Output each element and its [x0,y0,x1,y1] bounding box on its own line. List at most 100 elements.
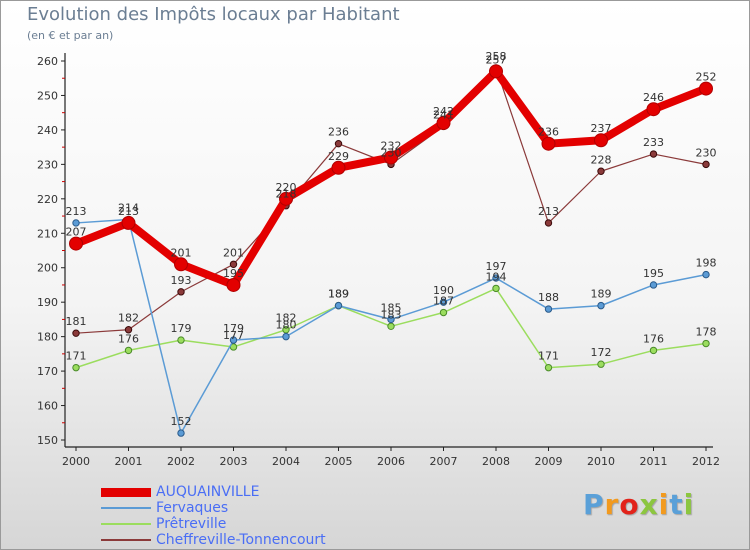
data-label-pr-treville: 172 [591,346,612,359]
legend-swatch-auquainville [101,487,151,497]
data-label-auquainville: 220 [276,181,297,194]
data-point-fervaques [282,332,290,341]
data-label-auquainville: 246 [643,91,664,104]
data-label-cheffreville-tonnencourt: 228 [591,153,612,166]
logo-letter: i [683,488,695,521]
data-point-cheffreville-tonnencourt [334,139,343,148]
data-label-pr-treville: 194 [486,270,507,283]
data-label-pr-treville: 179 [171,322,192,335]
data-label-pr-treville: 182 [276,312,297,325]
data-label-fervaques: 213 [66,205,87,218]
data-label-cheffreville-tonnencourt: 230 [696,146,717,159]
x-tick-label: 2006 [377,455,405,468]
data-point-auquainville [646,102,661,117]
data-label-cheffreville-tonnencourt: 241 [433,108,454,121]
x-tick-label: 2002 [167,455,195,468]
data-point-fervaques [72,219,80,227]
data-label-auquainville: 242 [433,105,454,118]
data-label-fervaques: 179 [223,322,244,335]
data-point-fervaques [439,298,448,306]
data-point-pr-treville [597,360,605,368]
y-tick-label: 250 [37,89,58,102]
logo-letter: i [658,488,670,521]
data-point-auquainville [121,215,136,230]
data-point-cheffreville-tonnencourt [229,260,238,268]
data-label-pr-treville: 176 [643,332,664,345]
data-label-fervaques: 185 [381,301,402,314]
y-tick-label: 210 [37,227,58,240]
legend-label-cheffreville-tonnencourt: Cheffreville-Tonnencourt [156,532,326,548]
data-point-auquainville [594,133,608,148]
data-point-cheffreville-tonnencourt [649,150,658,158]
y-tick-label: 190 [37,296,58,309]
data-point-pr-treville [544,363,553,372]
legend-label-auquainville: AUQUAINVILLE [156,484,260,500]
data-point-cheffreville-tonnencourt [177,288,185,296]
data-point-pr-treville [177,336,185,344]
proxiti-logo: Proxiti [583,488,694,521]
data-label-pr-treville: 176 [118,332,139,345]
data-point-fervaques [597,301,605,310]
data-point-pr-treville [387,322,395,330]
data-point-cheffreville-tonnencourt [124,326,133,334]
data-point-fervaques [544,305,553,313]
data-point-auquainville [699,81,713,96]
data-label-auquainville: 195 [223,267,244,280]
data-label-pr-treville: 177 [223,329,244,342]
data-label-cheffreville-tonnencourt: 181 [66,315,87,328]
x-tick-label: 2010 [587,455,615,468]
data-label-pr-treville: 187 [433,295,454,308]
data-point-auquainville [226,277,241,292]
y-tick-label: 230 [37,158,58,171]
data-label-pr-treville: 171 [538,350,559,363]
data-point-pr-treville [702,339,710,348]
x-tick-label: 2012 [692,455,720,468]
data-point-cheffreville-tonnencourt [702,160,710,169]
x-tick-label: 2001 [115,455,143,468]
data-point-auquainville [436,116,451,131]
data-point-auquainville [174,257,188,272]
data-point-auquainville [489,64,503,79]
x-tick-label: 2008 [482,455,510,468]
x-tick-label: 2000 [62,455,90,468]
x-tick-label: 2011 [640,455,668,468]
data-label-fervaques: 189 [591,288,612,301]
data-label-fervaques: 197 [486,260,507,273]
logo-letter: o [619,488,640,521]
data-label-cheffreville-tonnencourt: 236 [328,126,349,139]
data-label-fervaques: 180 [276,319,297,332]
data-label-auquainville: 236 [538,126,559,139]
chart-subtitle: (en € et par an) [27,29,114,42]
data-label-pr-treville: 183 [381,308,402,321]
x-tick-label: 2003 [220,455,248,468]
data-label-cheffreville-tonnencourt: 182 [118,312,139,325]
data-label-auquainville: 201 [171,246,192,259]
data-label-auquainville: 237 [591,122,612,135]
data-point-fervaques [177,429,185,437]
y-tick-label: 200 [37,262,58,275]
data-point-pr-treville [492,284,500,293]
data-label-fervaques: 189 [328,288,349,301]
data-label-auquainville: 213 [118,205,139,218]
y-tick-label: 170 [37,365,58,378]
legend-swatch-fervaques [101,507,151,509]
data-point-auquainville [331,160,346,175]
data-point-cheffreville-tonnencourt [544,219,553,227]
data-label-fervaques: 198 [696,257,717,270]
data-point-fervaques [229,336,238,344]
data-point-fervaques [387,315,395,324]
data-point-pr-treville [649,346,658,355]
data-label-cheffreville-tonnencourt: 230 [381,146,402,159]
data-label-cheffreville-tonnencourt: 193 [171,274,192,287]
legend-label-pr-treville: Prêtreville [156,516,227,532]
data-label-fervaques: 190 [433,284,454,297]
series-line-cheffreville-tonnencourt [75,67,707,334]
data-point-pr-treville [439,308,448,317]
data-label-auquainville: 232 [381,139,402,152]
data-label-cheffreville-tonnencourt: 258 [486,50,507,63]
legend-label-fervaques: Fervaques [156,500,229,516]
data-point-pr-treville [72,363,80,372]
data-point-cheffreville-tonnencourt [597,167,605,175]
legend-swatch-pr-treville [101,523,151,525]
data-label-auquainville: 229 [328,150,349,163]
